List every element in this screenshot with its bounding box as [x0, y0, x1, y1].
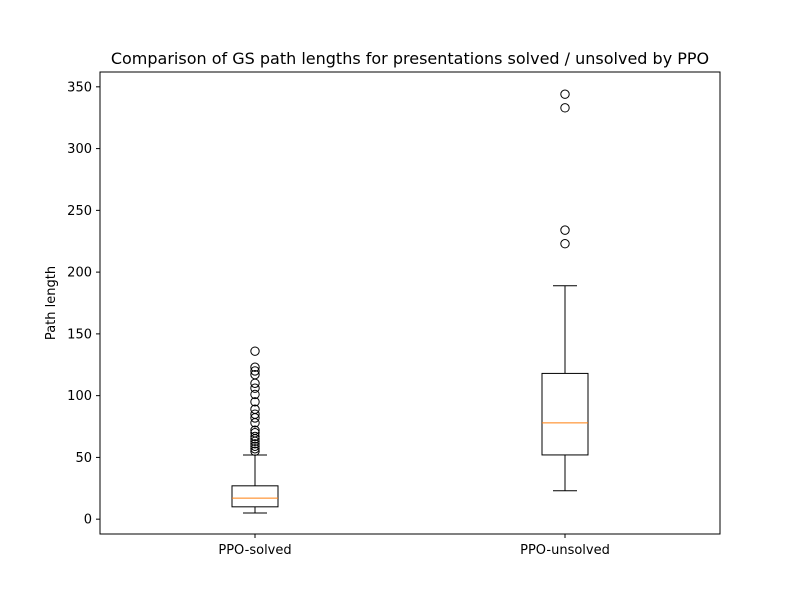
y-tick-label: 350: [67, 80, 92, 95]
outlier-point: [250, 378, 260, 388]
y-tick-label: 200: [67, 266, 92, 281]
y-tick-label: 50: [75, 451, 92, 466]
y-axis: 0 50 100 150 200 250 300 350: [67, 80, 100, 528]
outlier-point: [250, 444, 260, 454]
y-tick-label: 250: [67, 204, 92, 219]
box-group: [231, 346, 279, 514]
outlier-point: [560, 225, 570, 235]
outlier-point: [250, 404, 260, 414]
y-tick-label: 150: [67, 327, 92, 342]
iqr-box: [231, 485, 279, 508]
boxes-layer: [231, 89, 589, 514]
outlier-point: [250, 369, 260, 380]
outlier-point: [250, 409, 260, 419]
outlier-point: [250, 389, 260, 400]
outlier-point: [250, 383, 260, 393]
outlier-point: [250, 431, 260, 442]
outlier-point: [250, 397, 260, 407]
outlier-point: [250, 428, 260, 438]
x-tick-label: PPO-unsolved: [520, 543, 610, 558]
outlier-point: [250, 346, 260, 356]
box-group: [541, 89, 589, 492]
outlier-point: [560, 239, 570, 249]
outlier-point: [250, 441, 260, 451]
plot-area: [99, 71, 721, 535]
y-tick-label: 300: [67, 142, 92, 157]
outlier-point: [250, 362, 260, 372]
x-axis: PPO-solved PPO-unsolved: [218, 534, 610, 558]
y-tick-label: 100: [67, 389, 92, 404]
y-axis-label: Path length: [44, 266, 59, 340]
outlier-point: [250, 446, 260, 456]
y-tick-label: 0: [84, 513, 92, 528]
outlier-point: [250, 366, 260, 376]
x-tick-label: PPO-solved: [218, 543, 291, 558]
iqr-box: [541, 372, 589, 456]
chart-title: Comparison of GS path lengths for presen…: [111, 49, 709, 68]
outlier-point: [560, 103, 570, 113]
outlier-point: [560, 89, 570, 99]
outlier-point: [250, 425, 260, 435]
outlier-point: [250, 439, 260, 449]
